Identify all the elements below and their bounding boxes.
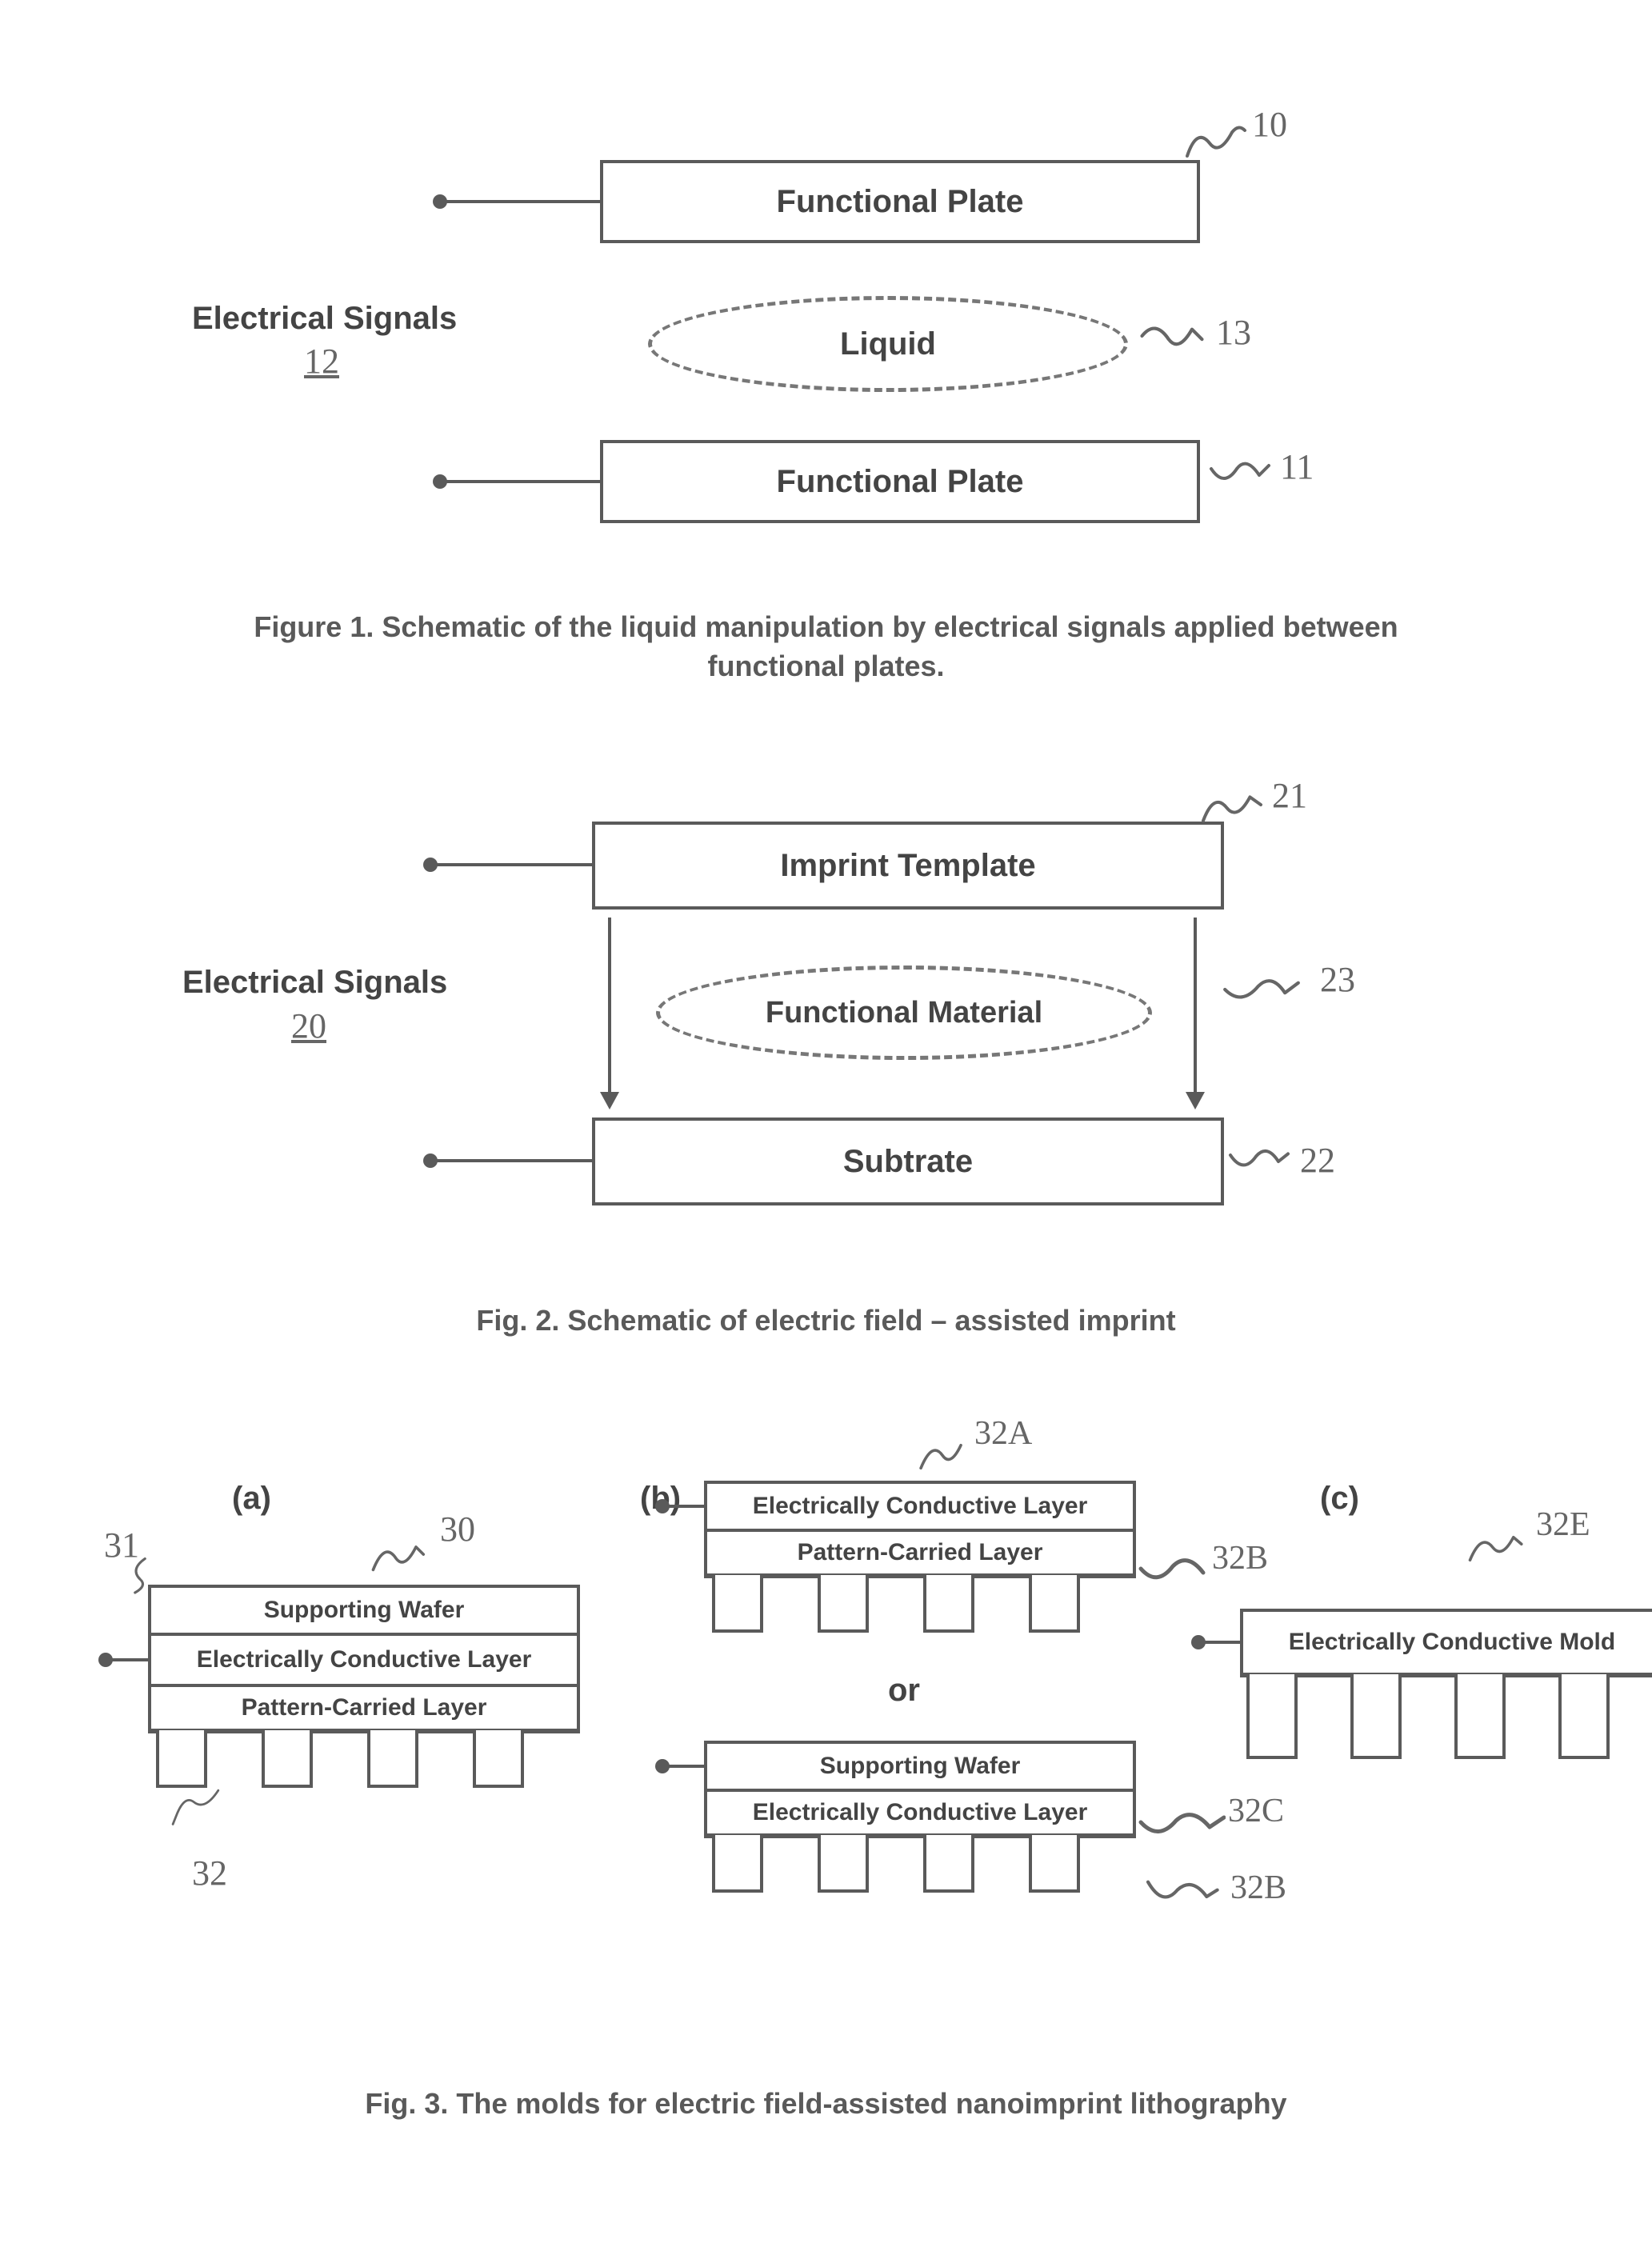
squiggle-icon <box>1136 316 1208 356</box>
teeth-icon <box>148 1729 580 1789</box>
fig1-liquid-label: Liquid <box>840 326 936 362</box>
layer: Pattern-Carried Layer <box>704 1532 1136 1577</box>
lead-dot <box>423 1153 438 1168</box>
lead-dot <box>423 858 438 872</box>
fig1-top-plate-label: Functional Plate <box>777 184 1024 220</box>
fig2-signals-label: Electrical Signals <box>182 964 447 1001</box>
fig3-or-label: or <box>888 1673 920 1709</box>
fig1-signals-label: Electrical Signals <box>192 300 457 337</box>
fig2-signals-ref: 20 <box>291 1006 326 1046</box>
lead-dot <box>655 1759 670 1773</box>
arrow-line <box>608 918 611 1094</box>
lead-line <box>430 1159 592 1162</box>
fig1-signals-ref: 12 <box>304 341 339 382</box>
teeth-icon <box>1240 1673 1652 1761</box>
fig2-top-plate: Imprint Template <box>592 822 1224 910</box>
squiggle-icon <box>1138 1549 1210 1589</box>
lead-line <box>440 480 600 483</box>
fig2-liquid: Functional Material <box>656 966 1152 1060</box>
layer: Pattern-Carried Layer <box>148 1687 580 1732</box>
lead-dot <box>655 1499 670 1513</box>
squiggle-icon <box>1227 1141 1291 1181</box>
fig2-bottom-plate-label: Subtrate <box>843 1144 973 1180</box>
lead-dot <box>98 1653 113 1667</box>
layer: Supporting Wafer <box>148 1585 580 1636</box>
layer: Electrically Conductive Layer <box>704 1481 1136 1532</box>
fig3a-ref-top: 30 <box>440 1509 475 1549</box>
fig3-part-a-label: (a) <box>232 1481 271 1517</box>
squiggle-icon <box>1200 785 1264 825</box>
teeth-icon <box>704 1573 1136 1634</box>
fig1-liquid: Liquid <box>648 296 1128 392</box>
figure-1: Functional Plate Liquid Functional Plate… <box>96 128 1556 686</box>
fig2-ref-bottom: 22 <box>1300 1140 1335 1181</box>
layer: Electrically Conductive Layer <box>148 1636 580 1687</box>
layer: Supporting Wafer <box>704 1741 1136 1792</box>
figure-2: Imprint Template Functional Material Sub… <box>96 798 1556 1341</box>
lead-dot <box>433 474 447 489</box>
fig3bb-ref-top: 32C <box>1228 1792 1284 1830</box>
arrow-head-icon <box>1186 1092 1205 1110</box>
fig1-top-plate: Functional Plate <box>600 160 1200 243</box>
fig2-bottom-plate: Subtrate <box>592 1118 1224 1205</box>
lead-line <box>440 200 600 203</box>
squiggle-icon <box>1452 1525 1536 1565</box>
lead-line <box>430 863 592 866</box>
fig1-ref-top: 10 <box>1252 104 1287 145</box>
lead-dot <box>433 194 447 209</box>
teeth-icon <box>704 1833 1136 1894</box>
fig3b-ref-bot: 32B <box>1212 1539 1268 1577</box>
layer: Electrically Conductive Mold <box>1240 1609 1652 1676</box>
fig3-mold-b-top: Electrically Conductive Layer Pattern-Ca… <box>704 1481 1136 1634</box>
squiggle-icon <box>144 1789 248 1829</box>
arrow-line <box>1194 918 1197 1094</box>
fig3-mold-c: Electrically Conductive Mold <box>1240 1609 1652 1761</box>
fig2-stage: Imprint Template Functional Material Sub… <box>96 798 1556 1269</box>
squiggle-icon <box>1138 1805 1226 1845</box>
fig3-mold-a: Supporting Wafer Electrically Conductive… <box>148 1585 580 1789</box>
squiggle-icon <box>1210 970 1314 1010</box>
fig3a-ref-mid: 31 <box>104 1525 139 1565</box>
lead-dot <box>1191 1635 1206 1649</box>
fig2-ref-liquid: 23 <box>1320 959 1355 1000</box>
fig3-mold-b-bot: Supporting Wafer Electrically Conductive… <box>704 1741 1136 1894</box>
fig1-stage: Functional Plate Liquid Functional Plate… <box>96 128 1556 576</box>
fig3b-ref-top: 32A <box>974 1414 1032 1453</box>
fig1-ref-liquid: 13 <box>1216 312 1251 353</box>
fig3c-ref: 32E <box>1536 1505 1590 1544</box>
fig3a-ref-bot: 32 <box>192 1853 227 1893</box>
squiggle-icon <box>904 1433 980 1473</box>
fig3-caption: Fig. 3. The molds for electric field-ass… <box>96 2085 1556 2124</box>
squiggle-icon <box>1136 1877 1228 1917</box>
fig2-caption: Fig. 2. Schematic of electric field – as… <box>96 1301 1556 1341</box>
fig1-caption: Figure 1. Schematic of the liquid manipu… <box>226 608 1426 686</box>
figure-3: (a) (b) (c) Supporting Wafer Electricall… <box>96 1453 1556 2124</box>
fig3-stage: (a) (b) (c) Supporting Wafer Electricall… <box>96 1453 1556 2077</box>
fig3bb-ref-bot: 32B <box>1230 1869 1286 1907</box>
fig1-bottom-plate: Functional Plate <box>600 440 1200 523</box>
layer: Electrically Conductive Layer <box>704 1792 1136 1837</box>
fig1-ref-bottom: 11 <box>1280 446 1314 487</box>
fig2-top-plate-label: Imprint Template <box>780 848 1035 884</box>
squiggle-icon <box>1208 452 1272 492</box>
fig2-liquid-label: Functional Material <box>766 996 1042 1030</box>
arrow-head-icon <box>600 1092 619 1110</box>
fig2-ref-top: 21 <box>1272 775 1307 816</box>
fig3-part-c-label: (c) <box>1320 1481 1359 1517</box>
squiggle-icon <box>352 1533 440 1573</box>
squiggle-icon <box>1184 120 1248 160</box>
fig1-bottom-plate-label: Functional Plate <box>777 464 1024 500</box>
signals-text: Electrical Signals <box>192 301 457 336</box>
